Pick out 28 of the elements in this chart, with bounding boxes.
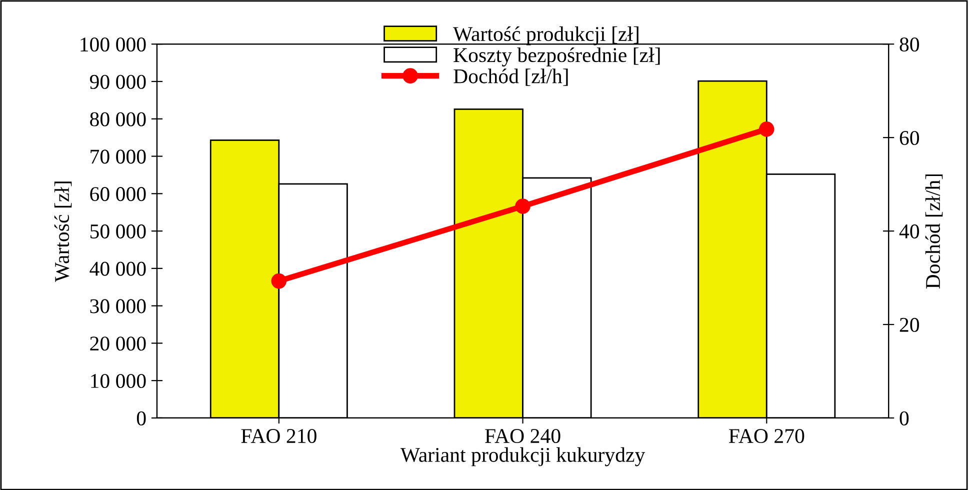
x-tick-label: FAO 240 (485, 428, 560, 444)
y2-tick-label: 60 (900, 130, 920, 145)
y-tick-label: 70 000 (90, 150, 146, 164)
legend-label: Wartość produkcji [zł] (453, 26, 638, 46)
y-tick-label: 0 (136, 411, 146, 426)
y-tick-label: 80 000 (90, 112, 146, 126)
y2-tick-label: 40 (899, 224, 920, 238)
y-tick-label: 90 000 (90, 74, 146, 89)
x-tick-label: FAO 210 (241, 428, 316, 444)
y-tick-label: 20 000 (90, 336, 146, 351)
point (271, 273, 287, 289)
x-axis-title: Wariant produkcji kukurydzy (400, 447, 646, 466)
y2-tick-label: 20 (900, 318, 920, 332)
y-tick-label: 10 000 (91, 374, 146, 388)
legend-label: Koszty bezpośrednie [zł] (454, 47, 660, 66)
y-tick-label: 100 000 (80, 37, 146, 52)
y-tick-label: 50 000 (90, 224, 146, 238)
y-axis-title: Wartość [zł] (54, 182, 72, 282)
legend-label: Dochód [zł/h] (454, 68, 568, 86)
point (759, 122, 774, 137)
y2-axis-title: Dochód [zł/h] (925, 174, 943, 289)
x-tick-label: FAO 270 (728, 428, 804, 444)
y-tick-label: 60 000 (90, 187, 146, 202)
y-tick-label: 40 000 (90, 262, 146, 276)
point (515, 198, 530, 214)
y2-tick-label: 80 (900, 37, 920, 52)
y-tick-label: 30 000 (90, 299, 146, 314)
y2-tick-label: 0 (900, 411, 909, 426)
